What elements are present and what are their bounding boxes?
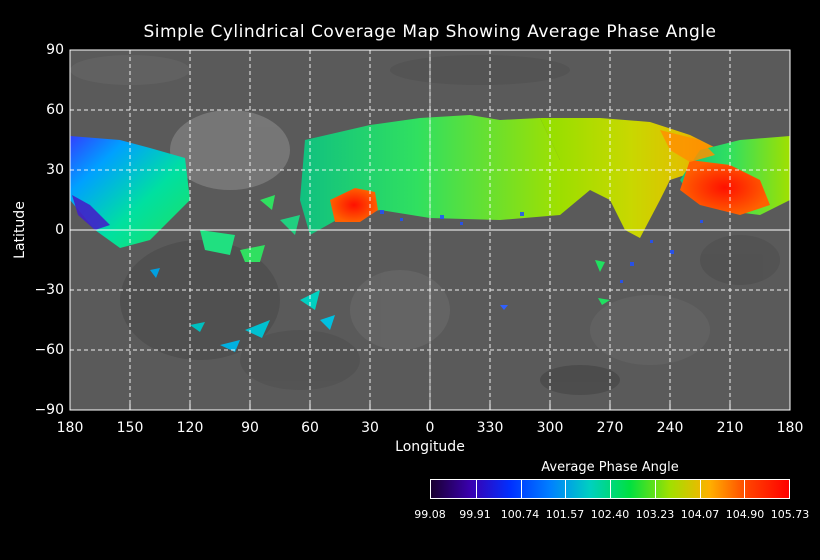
x-tick-label: 330: [476, 420, 504, 436]
y-tick-label: 90: [46, 42, 64, 58]
map-title: Simple Cylindrical Coverage Map Showing …: [143, 22, 717, 42]
x-tick-label: 30: [361, 420, 379, 436]
colorbar-title: Average Phase Angle: [541, 460, 679, 475]
y-tick-label: 30: [46, 162, 64, 178]
axis-ticks: [129, 404, 731, 410]
colorbar: [430, 479, 790, 499]
colorbar-tick-mark: [565, 480, 567, 498]
x-tick-label: 210: [716, 420, 744, 436]
x-axis-label: Longitude: [395, 439, 465, 455]
colorbar-tick-label: 103.23: [635, 508, 675, 521]
x-tick-label: 150: [116, 420, 144, 436]
x-tick-label: 180: [56, 420, 84, 436]
x-tick-label: 270: [596, 420, 624, 436]
colorbar-tick-label: 99.08: [414, 508, 446, 521]
x-tick-label: 0: [425, 420, 435, 436]
colorbar-tick-label: 105.73: [770, 508, 810, 521]
colorbar-tick-mark: [744, 480, 746, 498]
coverage-orange-top: [660, 130, 715, 162]
y-tick-label: −90: [34, 402, 64, 418]
x-tick-label: 180: [776, 420, 804, 436]
x-tick-label: 300: [536, 420, 564, 436]
colorbar-tick-mark: [699, 480, 701, 498]
colorbar-tick-label: 99.91: [459, 508, 491, 521]
colorbar-tick-label: 100.74: [500, 508, 540, 521]
x-tick-label: 90: [241, 420, 259, 436]
colorbar-tick-label: 104.90: [725, 508, 765, 521]
x-tick-label: 240: [656, 420, 684, 436]
y-tick-label: −30: [34, 282, 64, 298]
colorbar-tick-label: 101.57: [545, 508, 585, 521]
y-axis-label: Latitude: [12, 201, 28, 259]
colorbar-tick-mark: [520, 480, 522, 498]
y-tick-label: −60: [34, 342, 64, 358]
colorbar-tick-label: 102.40: [590, 508, 630, 521]
x-tick-label: 120: [176, 420, 204, 436]
y-tick-label: 60: [46, 102, 64, 118]
colorbar-tick-mark: [654, 480, 656, 498]
coverage-red-west: [330, 188, 378, 222]
coverage-red-east: [680, 160, 770, 215]
colorbar-tick-label: 104.07: [680, 508, 720, 521]
x-tick-label: 60: [301, 420, 319, 436]
colorbar-tick-mark: [610, 480, 611, 498]
colorbar-tick-mark: [475, 480, 477, 498]
coverage-left-purple: [72, 195, 110, 230]
y-tick-label: 0: [55, 222, 64, 238]
